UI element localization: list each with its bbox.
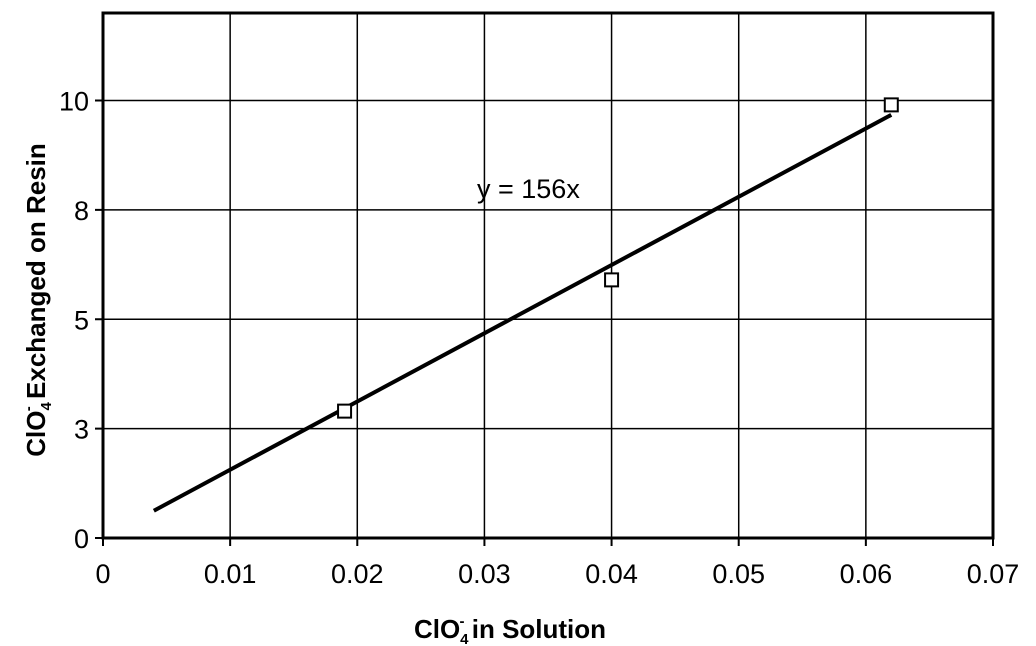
data-point [883, 97, 899, 113]
y-tick-label: 5 [74, 305, 89, 335]
y-tick-label: 0 [74, 524, 89, 554]
y-axis-title: ClO4- Exchanged on Resin [20, 143, 55, 457]
x-tick-label: 0.07 [967, 559, 1020, 589]
data-points [337, 97, 899, 419]
x-axis-title: ClO4- in Solution [414, 613, 606, 646]
y-axis-ticks: 0 3 5 8 10 [59, 87, 103, 554]
x-tick-label: 0.04 [585, 559, 638, 589]
x-tick-label: 0.03 [458, 559, 511, 589]
y-tick-label: 3 [74, 415, 89, 445]
x-tick-label: 0 [95, 559, 110, 589]
data-point [604, 272, 620, 288]
trendline-group [152, 113, 893, 513]
trendline-equation: y = 156x [477, 174, 580, 204]
y-tick-label: 8 [74, 196, 89, 226]
x-tick-label: 0.01 [204, 559, 257, 589]
data-point [337, 403, 353, 419]
x-tick-label: 0.05 [712, 559, 765, 589]
trendline [152, 113, 893, 513]
grid-lines [102, 13, 994, 539]
x-tick-label: 0.06 [840, 559, 893, 589]
x-axis-ticks: 0 0.01 0.02 0.03 0.04 0.05 0.06 0.07 [95, 538, 1019, 589]
x-tick-label: 0.02 [331, 559, 384, 589]
plot-area [101, 11, 995, 540]
y-tick-label: 10 [59, 87, 89, 117]
